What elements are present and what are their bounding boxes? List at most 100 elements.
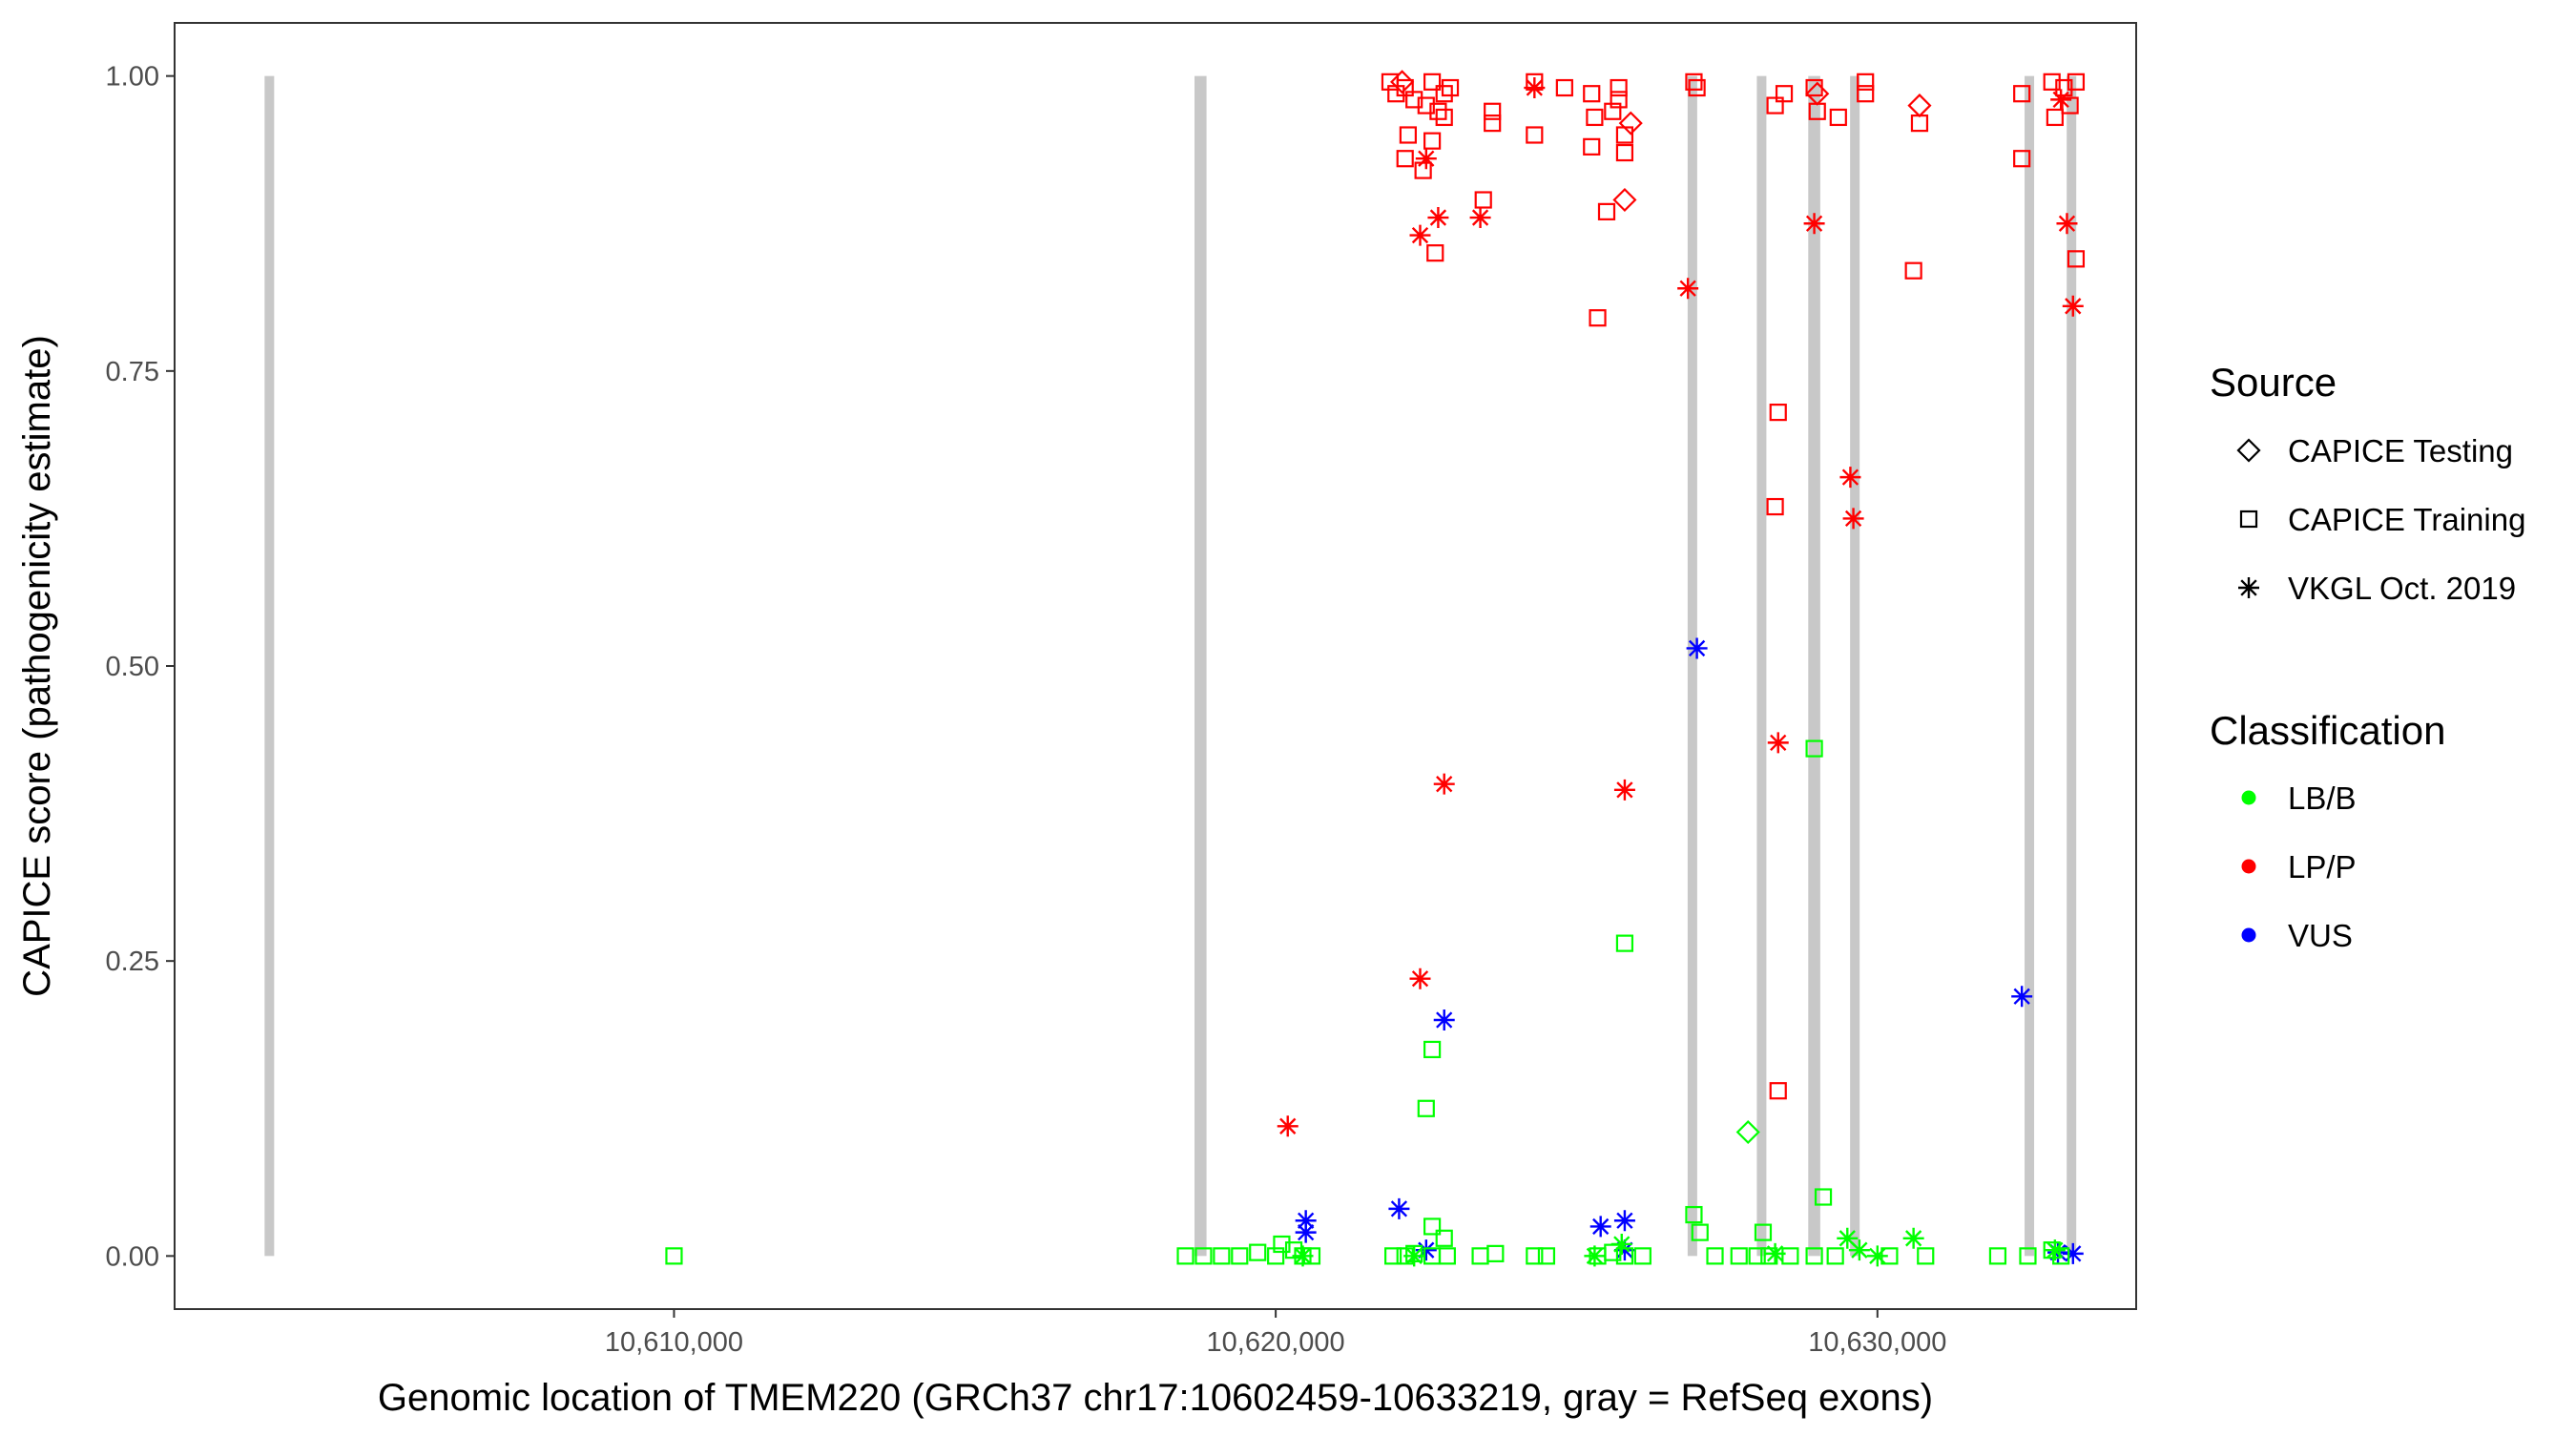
data-point: [1409, 224, 1431, 246]
data-point: [1754, 1223, 1773, 1241]
data-point: [1686, 637, 1708, 659]
data-point: [665, 1247, 683, 1265]
y-tick-label: 0.75: [106, 357, 159, 387]
data-point: [2011, 986, 2033, 1008]
legend-source-label: CAPICE Training: [2288, 502, 2525, 537]
data-point: [1907, 94, 1932, 118]
data-point: [1805, 81, 1830, 106]
data-point: [2062, 295, 2084, 317]
points-layer: [665, 70, 2086, 1267]
legend-asterisk-key: [2238, 577, 2259, 598]
data-point: [1775, 85, 1794, 103]
legend-source-items: CAPICE Testing CAPICE Training VKGL Oct. 2…: [2236, 433, 2525, 606]
data-point: [1613, 1239, 1635, 1261]
data-point: [1474, 191, 1492, 209]
x-tick-label: 10,630,000: [1808, 1327, 1946, 1358]
data-point: [1423, 132, 1442, 150]
data-point: [2013, 150, 2031, 168]
data-point: [1526, 126, 1544, 144]
data-point: [1417, 1099, 1435, 1117]
x-tick-label: 10,610,000: [605, 1327, 743, 1358]
data-point: [1904, 261, 1922, 280]
data-point: [1748, 1247, 1766, 1265]
data-point: [1781, 1247, 1799, 1265]
data-point: [1524, 77, 1546, 99]
data-point: [1484, 102, 1502, 120]
data-point: [1423, 1040, 1442, 1059]
data-point: [1866, 1245, 1888, 1267]
exon-bar-4: [1756, 75, 1767, 1257]
data-point: [1803, 213, 1825, 235]
data-point: [1435, 85, 1453, 103]
data-point: [1429, 102, 1447, 120]
data-point: [1231, 1247, 1249, 1265]
data-point: [1597, 202, 1616, 220]
exon-bar-8: [2067, 75, 2077, 1257]
data-point: [1213, 1247, 1231, 1265]
exon-bar-7: [2025, 75, 2035, 1257]
data-point: [1706, 1247, 1724, 1265]
data-point: [2019, 1247, 2037, 1265]
data-point: [1735, 1119, 1760, 1145]
x-axis-title: Genomic location of TMEM220 (GRCh37 chr1…: [378, 1377, 1933, 1419]
data-point: [1399, 126, 1417, 144]
data-point: [1842, 508, 1864, 530]
legend-classification-title: Classification: [2210, 708, 2445, 753]
data-point: [1615, 143, 1634, 162]
data-point: [1388, 1197, 1410, 1219]
data-point: [1805, 739, 1823, 758]
data-point: [1403, 1245, 1425, 1267]
data-point: [1433, 773, 1455, 795]
legend-classification-label: VUS: [2288, 918, 2353, 953]
data-point: [1766, 96, 1784, 114]
data-point: [1857, 73, 1875, 91]
legend-classification-items: LB/B LP/P VUS: [2241, 780, 2357, 953]
data-point: [2044, 1239, 2066, 1261]
data-point: [1435, 1229, 1453, 1247]
data-point: [1688, 78, 1706, 97]
data-point: [1469, 207, 1491, 229]
data-point: [1613, 779, 1635, 801]
data-point: [1610, 1233, 1632, 1255]
data-point: [1415, 1239, 1437, 1261]
data-point: [1526, 1247, 1544, 1265]
data-point: [1249, 1243, 1267, 1261]
data-point: [1426, 244, 1444, 262]
data-point: [1691, 1223, 1709, 1241]
data-point: [1555, 78, 1573, 97]
legend-source-title: Source: [2210, 360, 2337, 405]
data-point: [1417, 96, 1435, 114]
legend-diamond-key: [2236, 438, 2261, 463]
data-point: [1767, 732, 1789, 754]
data-point: [1988, 1247, 2007, 1265]
data-point: [2056, 213, 2078, 235]
data-point: [1396, 150, 1414, 168]
data-point: [1837, 1227, 1859, 1249]
data-point: [2067, 250, 2086, 268]
legend-classification-label: LB/B: [2288, 780, 2357, 816]
data-point: [1766, 497, 1784, 516]
data-point: [1277, 1115, 1298, 1137]
data-point: [1610, 78, 1628, 97]
y-tick-label: 0.25: [106, 947, 159, 977]
data-point: [2046, 108, 2064, 127]
data-point: [1829, 108, 1847, 127]
panel-background: [175, 23, 2136, 1309]
data-point: [1764, 1242, 1786, 1264]
data-point: [1384, 1247, 1402, 1265]
data-point: [2050, 89, 2072, 111]
x-axis: 10,610,000 10,620,000 10,630,000: [605, 1309, 1946, 1358]
data-point: [1633, 1247, 1652, 1265]
legend-color-key: [2241, 790, 2256, 805]
legend-source-label: VKGL Oct. 2019: [2288, 571, 2516, 606]
data-point: [2067, 73, 2086, 91]
data-point: [1438, 1247, 1456, 1265]
data-point: [1618, 111, 1643, 135]
legend-color-key: [2241, 927, 2256, 943]
data-point: [1769, 404, 1787, 422]
data-point: [1176, 1247, 1195, 1265]
data-point: [2061, 96, 2079, 114]
data-point: [1857, 85, 1875, 103]
y-tick-label: 0.00: [106, 1241, 159, 1272]
